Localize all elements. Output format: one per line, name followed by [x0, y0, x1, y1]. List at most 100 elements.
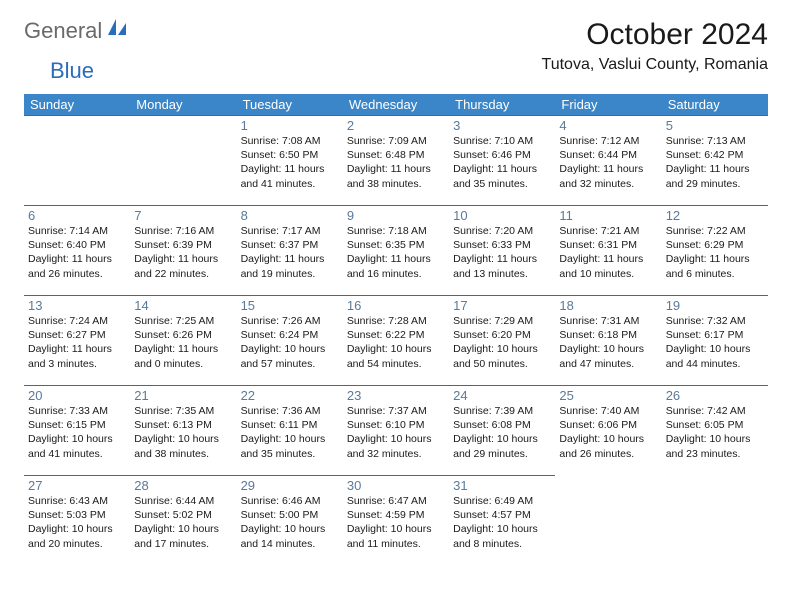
sunrise-text: Sunrise: 7:08 AM: [241, 134, 339, 148]
daylight-text-2: and 38 minutes.: [347, 177, 445, 191]
daylight-text-2: and 19 minutes.: [241, 267, 339, 281]
daylight-text-2: and 57 minutes.: [241, 357, 339, 371]
sunset-text: Sunset: 6:24 PM: [241, 328, 339, 342]
calendar-week-row: 20Sunrise: 7:33 AMSunset: 6:15 PMDayligh…: [24, 386, 768, 476]
day-number: 15: [241, 298, 339, 313]
daylight-text-1: Daylight: 10 hours: [347, 522, 445, 536]
day-number: 27: [28, 478, 126, 493]
daylight-text-1: Daylight: 11 hours: [559, 162, 657, 176]
calendar-day-cell: 4Sunrise: 7:12 AMSunset: 6:44 PMDaylight…: [555, 116, 661, 206]
daylight-text-1: Daylight: 10 hours: [559, 432, 657, 446]
calendar-day-cell: 21Sunrise: 7:35 AMSunset: 6:13 PMDayligh…: [130, 386, 236, 476]
daylight-text-1: Daylight: 10 hours: [666, 342, 764, 356]
weekday-header: Wednesday: [343, 94, 449, 116]
day-number: 19: [666, 298, 764, 313]
sunrise-text: Sunrise: 6:44 AM: [134, 494, 232, 508]
weekday-header: Saturday: [662, 94, 768, 116]
daylight-text-2: and 14 minutes.: [241, 537, 339, 551]
daylight-text-2: and 44 minutes.: [666, 357, 764, 371]
sunset-text: Sunset: 6:39 PM: [134, 238, 232, 252]
sunset-text: Sunset: 6:27 PM: [28, 328, 126, 342]
daylight-text-1: Daylight: 10 hours: [666, 432, 764, 446]
calendar-week-row: 1Sunrise: 7:08 AMSunset: 6:50 PMDaylight…: [24, 116, 768, 206]
calendar-day-cell: 12Sunrise: 7:22 AMSunset: 6:29 PMDayligh…: [662, 206, 768, 296]
sunrise-text: Sunrise: 7:22 AM: [666, 224, 764, 238]
day-data: Sunrise: 7:29 AMSunset: 6:20 PMDaylight:…: [453, 314, 551, 371]
day-number: 4: [559, 118, 657, 133]
sunrise-text: Sunrise: 7:16 AM: [134, 224, 232, 238]
daylight-text-1: Daylight: 11 hours: [134, 342, 232, 356]
daylight-text-2: and 3 minutes.: [28, 357, 126, 371]
daylight-text-1: Daylight: 11 hours: [666, 252, 764, 266]
day-data: Sunrise: 7:20 AMSunset: 6:33 PMDaylight:…: [453, 224, 551, 281]
daylight-text-2: and 41 minutes.: [241, 177, 339, 191]
calendar-day-cell: 15Sunrise: 7:26 AMSunset: 6:24 PMDayligh…: [237, 296, 343, 386]
day-number: 30: [347, 478, 445, 493]
calendar-week-row: 6Sunrise: 7:14 AMSunset: 6:40 PMDaylight…: [24, 206, 768, 296]
sunrise-text: Sunrise: 7:42 AM: [666, 404, 764, 418]
day-data: Sunrise: 7:12 AMSunset: 6:44 PMDaylight:…: [559, 134, 657, 191]
weekday-header: Monday: [130, 94, 236, 116]
sunset-text: Sunset: 6:40 PM: [28, 238, 126, 252]
day-data: Sunrise: 7:35 AMSunset: 6:13 PMDaylight:…: [134, 404, 232, 461]
sunset-text: Sunset: 6:15 PM: [28, 418, 126, 432]
daylight-text-2: and 32 minutes.: [347, 447, 445, 461]
daylight-text-2: and 41 minutes.: [28, 447, 126, 461]
calendar-day-cell: 28Sunrise: 6:44 AMSunset: 5:02 PMDayligh…: [130, 476, 236, 566]
calendar-day-cell: 17Sunrise: 7:29 AMSunset: 6:20 PMDayligh…: [449, 296, 555, 386]
day-data: Sunrise: 7:32 AMSunset: 6:17 PMDaylight:…: [666, 314, 764, 371]
sunset-text: Sunset: 6:44 PM: [559, 148, 657, 162]
day-data: Sunrise: 7:14 AMSunset: 6:40 PMDaylight:…: [28, 224, 126, 281]
calendar-day-cell: 16Sunrise: 7:28 AMSunset: 6:22 PMDayligh…: [343, 296, 449, 386]
sunset-text: Sunset: 6:17 PM: [666, 328, 764, 342]
sunrise-text: Sunrise: 7:36 AM: [241, 404, 339, 418]
daylight-text-1: Daylight: 10 hours: [241, 522, 339, 536]
calendar-day-cell: 1Sunrise: 7:08 AMSunset: 6:50 PMDaylight…: [237, 116, 343, 206]
daylight-text-2: and 26 minutes.: [559, 447, 657, 461]
day-data: Sunrise: 7:39 AMSunset: 6:08 PMDaylight:…: [453, 404, 551, 461]
day-data: Sunrise: 7:10 AMSunset: 6:46 PMDaylight:…: [453, 134, 551, 191]
day-number: 3: [453, 118, 551, 133]
day-number: 9: [347, 208, 445, 223]
sunrise-text: Sunrise: 7:21 AM: [559, 224, 657, 238]
sunrise-text: Sunrise: 7:24 AM: [28, 314, 126, 328]
day-number: 17: [453, 298, 551, 313]
sunrise-text: Sunrise: 7:39 AM: [453, 404, 551, 418]
day-number: 2: [347, 118, 445, 133]
day-data: Sunrise: 7:40 AMSunset: 6:06 PMDaylight:…: [559, 404, 657, 461]
calendar-day-cell: 18Sunrise: 7:31 AMSunset: 6:18 PMDayligh…: [555, 296, 661, 386]
calendar-day-cell: 2Sunrise: 7:09 AMSunset: 6:48 PMDaylight…: [343, 116, 449, 206]
day-data: Sunrise: 7:08 AMSunset: 6:50 PMDaylight:…: [241, 134, 339, 191]
daylight-text-1: Daylight: 10 hours: [241, 342, 339, 356]
sunset-text: Sunset: 5:03 PM: [28, 508, 126, 522]
daylight-text-1: Daylight: 10 hours: [453, 522, 551, 536]
day-data: Sunrise: 6:46 AMSunset: 5:00 PMDaylight:…: [241, 494, 339, 551]
sunset-text: Sunset: 4:59 PM: [347, 508, 445, 522]
daylight-text-2: and 26 minutes.: [28, 267, 126, 281]
daylight-text-1: Daylight: 10 hours: [134, 522, 232, 536]
daylight-text-1: Daylight: 11 hours: [559, 252, 657, 266]
day-number: 20: [28, 388, 126, 403]
day-data: Sunrise: 7:18 AMSunset: 6:35 PMDaylight:…: [347, 224, 445, 281]
day-data: Sunrise: 7:22 AMSunset: 6:29 PMDaylight:…: [666, 224, 764, 281]
sunrise-text: Sunrise: 7:12 AM: [559, 134, 657, 148]
sunrise-text: Sunrise: 7:20 AM: [453, 224, 551, 238]
day-data: Sunrise: 7:24 AMSunset: 6:27 PMDaylight:…: [28, 314, 126, 371]
sunset-text: Sunset: 6:05 PM: [666, 418, 764, 432]
sunset-text: Sunset: 6:13 PM: [134, 418, 232, 432]
weekday-header-row: Sunday Monday Tuesday Wednesday Thursday…: [24, 94, 768, 116]
daylight-text-2: and 0 minutes.: [134, 357, 232, 371]
logo-word-1: General: [24, 18, 102, 44]
sunrise-text: Sunrise: 7:31 AM: [559, 314, 657, 328]
daylight-text-2: and 23 minutes.: [666, 447, 764, 461]
sunrise-text: Sunrise: 6:43 AM: [28, 494, 126, 508]
sunrise-text: Sunrise: 6:49 AM: [453, 494, 551, 508]
daylight-text-1: Daylight: 10 hours: [241, 432, 339, 446]
day-number: 13: [28, 298, 126, 313]
calendar-day-cell: 26Sunrise: 7:42 AMSunset: 6:05 PMDayligh…: [662, 386, 768, 476]
sunrise-text: Sunrise: 7:35 AM: [134, 404, 232, 418]
day-number: 25: [559, 388, 657, 403]
day-number: 11: [559, 208, 657, 223]
calendar-week-row: 27Sunrise: 6:43 AMSunset: 5:03 PM Dayligh…: [24, 476, 768, 566]
sunrise-text: Sunrise: 7:32 AM: [666, 314, 764, 328]
